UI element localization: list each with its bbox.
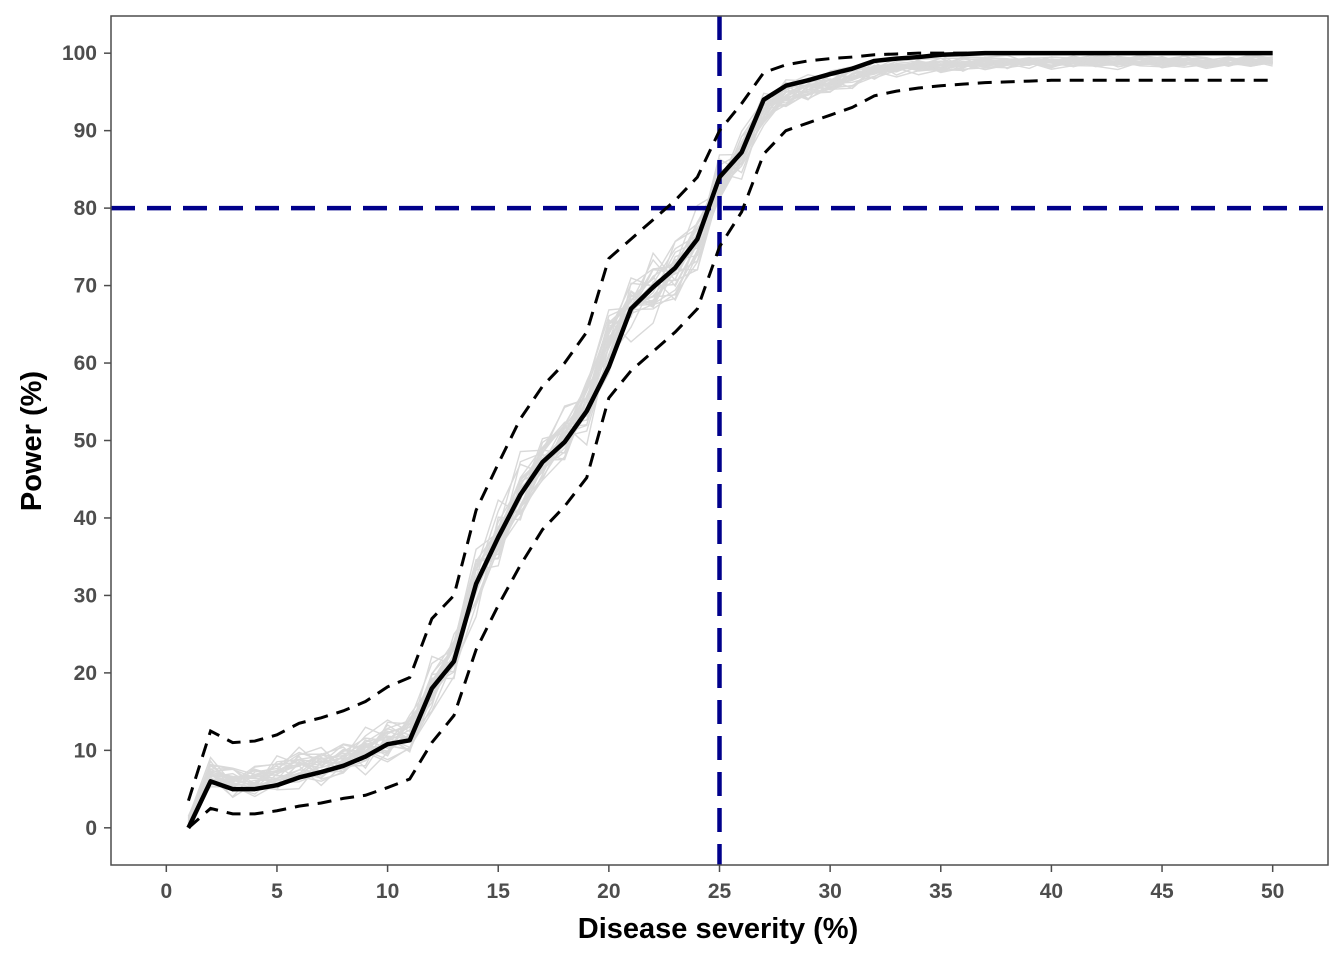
y-tick-label: 30	[74, 584, 97, 607]
x-tick-label: 20	[597, 880, 620, 903]
x-tick-label: 45	[1150, 880, 1174, 903]
simulation-line	[187, 58, 1273, 817]
series-lines	[186, 50, 1273, 829]
x-tick-label: 5	[271, 880, 283, 903]
x-tick-label: 40	[1040, 880, 1063, 903]
y-tick-label: 10	[74, 739, 97, 762]
mean-power-line	[186, 50, 1273, 829]
x-tick-label: 30	[818, 880, 841, 903]
x-tick-label: 50	[1261, 880, 1284, 903]
x-tick-label: 10	[376, 880, 399, 903]
y-axis-title: Power (%)	[16, 371, 48, 511]
lower-bound-line	[187, 78, 1273, 829]
x-tick-label: 15	[487, 880, 511, 903]
y-axis: 0 10 20 30 40 50 60 70 80 90 100	[62, 42, 111, 840]
y-tick-label: 40	[74, 507, 97, 530]
y-tick-label: 100	[62, 42, 97, 65]
y-tick-label: 50	[74, 430, 97, 453]
y-tick-label: 80	[74, 197, 97, 220]
y-tick-label: 90	[74, 120, 97, 143]
y-tick-label: 70	[74, 275, 97, 298]
x-tick-label: 0	[160, 880, 172, 903]
x-axis: 0 5 10 15 20 25 30 35 40 45 50	[160, 865, 1284, 903]
y-tick-label: 20	[74, 662, 97, 685]
x-tick-label: 35	[929, 880, 953, 903]
y-tick-label: 0	[85, 817, 97, 840]
reference-lines	[111, 16, 1328, 865]
x-axis-title: Disease severity (%)	[578, 913, 859, 945]
x-tick-label: 25	[708, 880, 732, 903]
plot-area	[111, 16, 1328, 865]
y-tick-label: 60	[74, 352, 97, 375]
